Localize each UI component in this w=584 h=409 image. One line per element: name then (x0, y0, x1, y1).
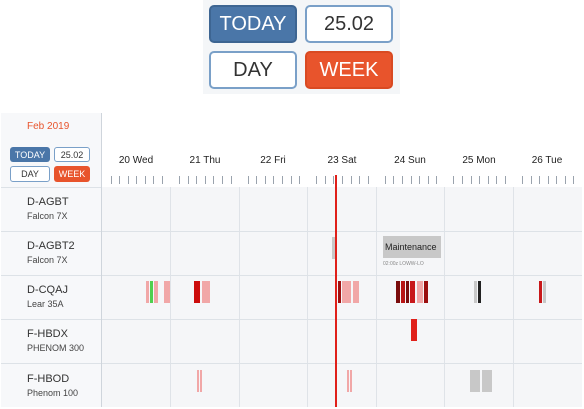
flight-block[interactable] (482, 370, 492, 392)
flight-block[interactable] (410, 281, 415, 303)
flight-block[interactable] (424, 281, 428, 303)
aircraft-code: D-AGBT (27, 196, 69, 208)
day-label: 24 Sun (394, 155, 426, 166)
aircraft-row[interactable]: D-AGBT Falcon 7X (1, 187, 101, 232)
flight-block[interactable] (411, 319, 417, 341)
row-divider (102, 363, 582, 364)
flight-block[interactable] (470, 370, 480, 392)
flight-block[interactable] (406, 281, 409, 303)
row-divider (102, 231, 582, 232)
month-label: Feb 2019 (27, 121, 70, 132)
flight-block[interactable] (194, 281, 200, 303)
hour-ticks (111, 176, 574, 184)
date-field[interactable]: 25.02 (305, 5, 393, 43)
week-view-button[interactable]: WEEK (305, 51, 393, 89)
aircraft-type: PHENOM 300 (27, 343, 85, 353)
aircraft-code: F-HBOD (27, 373, 70, 385)
day-label: 26 Tue (531, 155, 563, 166)
day-divider (307, 187, 308, 407)
aircraft-type: Phenom 100 (27, 388, 79, 398)
aircraft-code: D-CQAJ (27, 284, 68, 296)
week-view-button-small[interactable]: WEEK (54, 166, 90, 182)
aircraft-row[interactable]: F-HBOD Phenom 100 (1, 363, 101, 408)
today-button-small[interactable]: TODAY (10, 147, 50, 162)
flight-block[interactable] (202, 281, 210, 303)
zoomed-controls: TODAY 25.02 DAY WEEK (203, 0, 400, 94)
day-divider (513, 187, 514, 407)
flight-block[interactable] (150, 281, 153, 303)
flight-block[interactable] (146, 281, 149, 303)
timeline-grid[interactable]: Maintenance 02:00z LOWW-LO (102, 187, 582, 407)
aircraft-column: Feb 2019 TODAY 25.02 DAY WEEK D-AGBT Fal… (1, 113, 102, 407)
flight-block[interactable] (350, 370, 352, 392)
timeline-header: 20 Wed 21 Thu 22 Fri 23 Sat 24 Sun 25 Mo… (102, 113, 582, 187)
day-view-button[interactable]: DAY (209, 51, 297, 89)
aircraft-type: Falcon 7X (27, 255, 68, 265)
day-label: 22 Fri (260, 155, 286, 166)
aircraft-type: Lear 35A (27, 299, 64, 309)
day-label: 20 Wed (118, 155, 154, 166)
day-divider (376, 187, 377, 407)
flight-block[interactable] (154, 281, 158, 303)
flight-block[interactable] (396, 281, 400, 303)
flight-block[interactable] (200, 370, 202, 392)
flight-block[interactable] (338, 281, 341, 303)
row-divider (102, 275, 582, 276)
flight-block[interactable] (539, 281, 542, 303)
day-divider (170, 187, 171, 407)
aircraft-row[interactable]: F-HBDX PHENOM 300 (1, 319, 101, 364)
maintenance-block[interactable]: Maintenance (383, 236, 441, 258)
flight-block[interactable] (332, 237, 337, 259)
day-divider (239, 187, 240, 407)
aircraft-row[interactable]: D-AGBT2 Falcon 7X (1, 231, 101, 276)
flight-block[interactable] (543, 281, 546, 303)
aircraft-code: F-HBDX (27, 328, 68, 340)
scheduler: Feb 2019 TODAY 25.02 DAY WEEK D-AGBT Fal… (1, 113, 582, 407)
aircraft-code: D-AGBT2 (27, 240, 75, 252)
flight-block[interactable] (417, 281, 423, 303)
current-time-line (335, 187, 337, 407)
aircraft-row[interactable]: D-CQAJ Lear 35A (1, 275, 101, 320)
flight-block[interactable] (197, 370, 199, 392)
aircraft-type: Falcon 7X (27, 211, 68, 221)
current-time-marker (335, 175, 337, 187)
date-field-small[interactable]: 25.02 (54, 147, 90, 162)
day-divider (444, 187, 445, 407)
flight-block[interactable] (478, 281, 481, 303)
maintenance-detail: 02:00z LOWW-LO (383, 261, 424, 267)
flight-block[interactable] (474, 281, 477, 303)
flight-block[interactable] (164, 281, 170, 303)
flight-block[interactable] (342, 281, 351, 303)
today-button[interactable]: TODAY (209, 5, 297, 43)
flight-block[interactable] (401, 281, 405, 303)
row-divider (102, 319, 582, 320)
day-label: 25 Mon (462, 155, 496, 166)
flight-block[interactable] (353, 281, 359, 303)
flight-block[interactable] (347, 370, 349, 392)
day-label: 21 Thu (189, 155, 221, 166)
day-view-button-small[interactable]: DAY (10, 166, 50, 182)
day-label: 23 Sat (327, 155, 357, 166)
